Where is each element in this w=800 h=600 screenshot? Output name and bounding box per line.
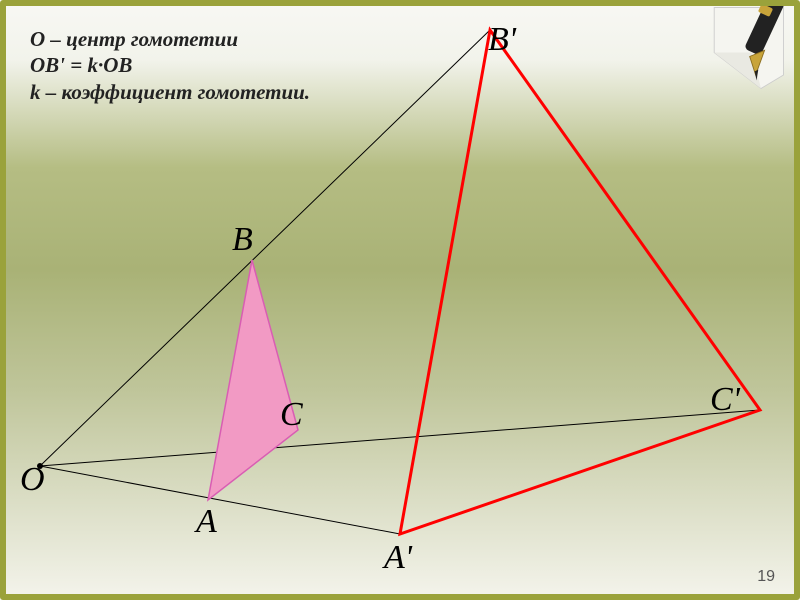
- page-number: 19: [757, 568, 775, 586]
- point-label-O: О: [20, 461, 45, 498]
- definition-text: О – центр гомотетии ОВ' = k·ОВ k – коэфф…: [30, 26, 310, 105]
- text-line-1: О – центр гомотетии: [30, 26, 310, 52]
- point-label-Ap: А': [382, 539, 413, 576]
- point-label-Cp: С': [710, 381, 741, 418]
- point-label-A: А: [194, 503, 217, 540]
- text-line-3: k – коэффициент гомотетии.: [30, 79, 310, 105]
- point-label-Bp: В': [488, 21, 517, 58]
- point-label-C: С: [280, 396, 303, 433]
- text-line-2: ОВ' = k·ОВ: [30, 52, 310, 78]
- pen-icon: [707, 3, 797, 93]
- point-label-B: В: [232, 221, 253, 258]
